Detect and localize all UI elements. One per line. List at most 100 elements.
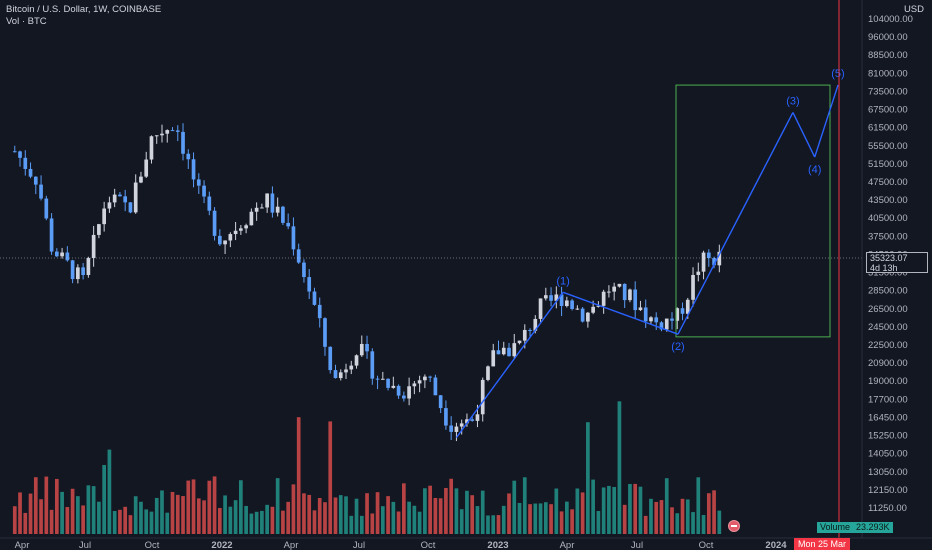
wave-line[interactable] <box>455 291 564 438</box>
price-axis-label: 11250.00 <box>868 503 907 514</box>
candle-body <box>39 184 43 199</box>
symbol-title[interactable]: Bitcoin / U.S. Dollar, 1W, COINBASE <box>6 4 162 15</box>
price-axis-label: 12150.00 <box>868 485 908 496</box>
candle-body <box>601 291 606 306</box>
candle-body <box>160 133 164 136</box>
projection-box[interactable] <box>675 84 831 338</box>
candle-body <box>249 211 254 226</box>
candle-body <box>317 304 322 319</box>
price-axis-label: 81000.00 <box>868 68 908 79</box>
wave-label[interactable]: (2) <box>671 341 684 353</box>
volume-bar <box>275 478 280 534</box>
volume-bar <box>359 515 364 534</box>
candle-body <box>586 312 590 322</box>
volume-bar <box>12 506 17 534</box>
candle-body <box>712 258 716 266</box>
candle-body <box>465 419 469 424</box>
price-axis[interactable]: 104000.00 96000.00 88500.00 81000.00 73500.0… <box>868 14 913 514</box>
candle-body <box>433 377 438 396</box>
volume-indicator-title[interactable]: Vol · BTC <box>6 16 47 27</box>
volume-bar <box>186 480 191 534</box>
candle-body <box>191 159 196 180</box>
wave-line[interactable] <box>792 112 816 158</box>
candle-body <box>706 252 711 259</box>
candle-body <box>12 151 17 153</box>
wave-line[interactable] <box>562 291 679 335</box>
candle-body <box>65 252 70 261</box>
candle-body <box>223 240 227 245</box>
candle-body <box>402 395 406 399</box>
currency-label[interactable]: USD <box>903 4 924 15</box>
volume-bar <box>596 511 601 534</box>
volume-bar <box>591 479 595 534</box>
price-axis-label: 67500.00 <box>868 105 908 116</box>
candle-body <box>275 206 280 213</box>
candle-body <box>239 228 243 231</box>
volume-bar <box>543 502 548 534</box>
candle-body <box>480 379 485 415</box>
candle-body <box>28 168 33 177</box>
volume-bar <box>533 503 538 534</box>
volume-bar <box>633 483 638 534</box>
candle-body <box>417 380 422 384</box>
time-axis-label: 2023 <box>487 540 508 550</box>
volume-bar <box>433 497 438 534</box>
price-axis-label: 15250.00 <box>868 431 908 442</box>
price-axis-label: 40500.00 <box>868 213 908 224</box>
volume-bar <box>302 493 306 534</box>
wave-line[interactable] <box>814 84 839 158</box>
volume-bar <box>617 401 622 534</box>
volume-bar <box>344 496 348 534</box>
candle-body <box>144 159 149 177</box>
price-axis-label: 26500.00 <box>868 304 908 315</box>
flag-icon[interactable] <box>728 520 740 532</box>
cursor-date-tag: Mon 25 Mar <box>794 538 851 550</box>
candle-body <box>570 300 574 309</box>
candle-body <box>133 182 138 213</box>
drawing-layer[interactable]: (1) (2) (3) (4) (5) <box>455 68 845 438</box>
candle-body <box>375 378 380 380</box>
candle-body <box>659 322 664 330</box>
candle-body <box>428 376 432 378</box>
volume-bar <box>670 507 674 534</box>
wave-label[interactable]: (1) <box>556 275 569 287</box>
volume-bar <box>118 509 122 534</box>
volume-bar <box>91 486 96 534</box>
candle-body <box>501 347 506 355</box>
wave-line[interactable] <box>677 112 794 335</box>
price-axis-label: 20900.00 <box>868 358 908 369</box>
candle-body <box>554 294 559 301</box>
volume-bar <box>580 492 585 534</box>
candle-body <box>186 153 191 160</box>
candle-body <box>76 267 80 280</box>
wave-label[interactable]: (3) <box>786 95 799 107</box>
wave-label[interactable]: (5) <box>831 68 844 80</box>
candle-body <box>386 378 390 388</box>
time-axis[interactable]: Apr Jul Oct 2022 Apr Jul Oct 2023 Apr Jul Oct 2024 <box>15 540 788 550</box>
volume-bar <box>39 499 43 534</box>
volume-bar <box>270 506 275 534</box>
candle-body <box>333 370 338 379</box>
candle-body <box>207 196 212 211</box>
candle-body <box>60 252 64 257</box>
candle-body <box>281 206 285 223</box>
volume-bar <box>565 501 569 534</box>
volume-bar <box>501 505 506 534</box>
candle-body <box>370 351 375 379</box>
bar-countdown: 4d 13h <box>870 263 898 273</box>
candle-body <box>202 185 206 197</box>
candle-body <box>664 318 669 330</box>
volume-bar <box>449 478 454 534</box>
candle-body <box>396 385 401 396</box>
volume-bar <box>386 496 390 534</box>
volume-tag-value: 23.293K <box>856 522 890 532</box>
wave-label[interactable]: (4) <box>808 164 821 176</box>
volume-bar <box>160 490 164 534</box>
time-axis-label: Apr <box>284 540 299 550</box>
volume-bar <box>33 477 38 534</box>
candle-body <box>139 176 143 183</box>
candle-body <box>617 283 622 287</box>
volume-bar <box>522 477 527 534</box>
volume-bar <box>628 484 632 534</box>
